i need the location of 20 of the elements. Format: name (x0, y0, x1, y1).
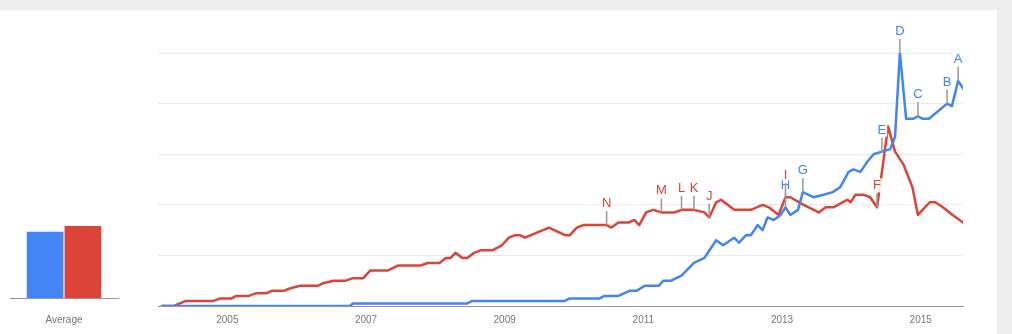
annotation: M (655, 182, 667, 198)
annotation: K (689, 179, 699, 195)
x-tick-label: 2011 (632, 313, 655, 325)
annotation: B (942, 73, 952, 89)
x-tick-label: 2009 (493, 313, 517, 325)
annotation: J (705, 187, 713, 203)
annotation: L (677, 179, 686, 195)
annotation: N (601, 195, 612, 211)
annotation: G (797, 162, 808, 178)
annotation: C (913, 86, 923, 102)
annotation: D (895, 23, 905, 39)
x-tick-label: 2005 (216, 313, 239, 325)
x-tick-label: Average (45, 313, 83, 325)
annotation: E (877, 121, 887, 137)
x-tick-label: 2013 (770, 313, 794, 325)
x-tick-label: 2015 (909, 313, 933, 325)
annotation: F (873, 177, 882, 193)
x-tick-label: 2007 (354, 313, 378, 325)
annotation: I (783, 167, 788, 183)
annotation: A (953, 50, 963, 66)
